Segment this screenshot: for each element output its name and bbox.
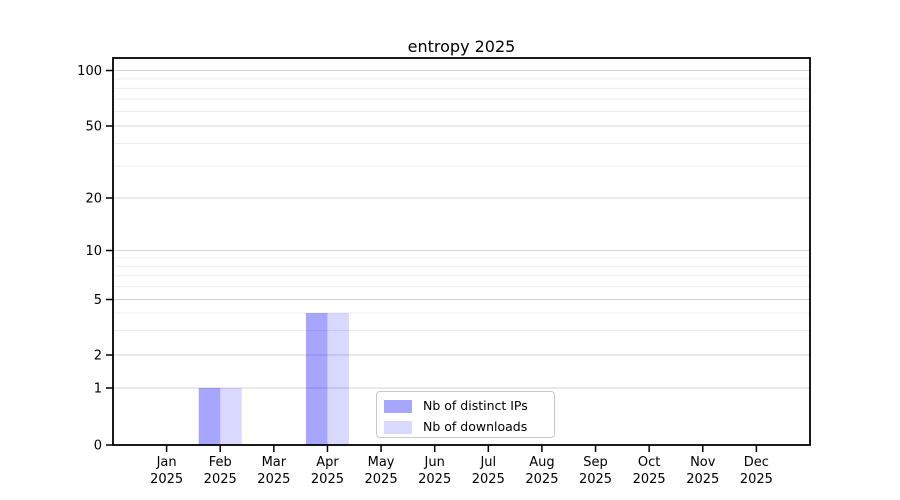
x-tick-label: Dec 2025: [740, 455, 773, 487]
y-tick-label: 1: [94, 382, 102, 397]
minor-gridlines: [113, 78, 810, 331]
bars-group: [198, 313, 349, 445]
legend-item-distinct-ips: Nb of distinct IPs: [384, 397, 554, 415]
bar: [198, 388, 221, 445]
bar: [305, 313, 328, 445]
x-tick-label: Aug 2025: [525, 455, 558, 487]
x-tick-label: Jun 2025: [418, 455, 451, 487]
legend-swatch-downloads: [384, 420, 412, 434]
x-tick-label: Jan 2025: [150, 455, 183, 487]
y-tick-label: 0: [94, 439, 102, 454]
bar: [327, 313, 349, 445]
x-tick-label: Nov 2025: [686, 455, 719, 487]
y-tick-label: 100: [77, 64, 102, 79]
x-tick-label: Feb 2025: [204, 455, 237, 487]
plot-border: [112, 57, 811, 446]
y-tick-label: 10: [85, 244, 102, 259]
x-tick-label: May 2025: [365, 455, 398, 487]
y-tick-label: 5: [94, 293, 102, 308]
x-tick-label: Mar 2025: [257, 455, 290, 487]
x-tick-label: Oct 2025: [633, 455, 666, 487]
chart-title: entropy 2025: [408, 37, 516, 56]
major-gridlines: [113, 70, 810, 389]
y-tick-label: 2: [94, 349, 102, 364]
legend-item-downloads: Nb of downloads: [384, 418, 554, 436]
legend-label-distinct-ips: Nb of distinct IPs: [423, 398, 528, 413]
x-axis-labels: Jan 2025 Feb 2025 Mar 2025 Apr 2025 May 2025 Jun 20…: [150, 455, 773, 487]
y-tick-label: 20: [85, 192, 102, 207]
legend: Nb of distinct IPs Nb of downloads: [376, 391, 555, 438]
y-axis-labels: 0 1 2 5 10 20 50 100: [77, 64, 102, 454]
x-tick-label: Sep 2025: [579, 455, 612, 487]
y-tick-label: 50: [85, 120, 102, 135]
x-tick-label: Jul 2025: [472, 455, 505, 487]
legend-label-downloads: Nb of downloads: [423, 419, 528, 434]
x-tick-label: Apr 2025: [311, 455, 344, 487]
legend-swatch-distinct-ips: [384, 399, 412, 413]
tick-marks: [106, 69, 758, 452]
bar: [220, 388, 242, 445]
